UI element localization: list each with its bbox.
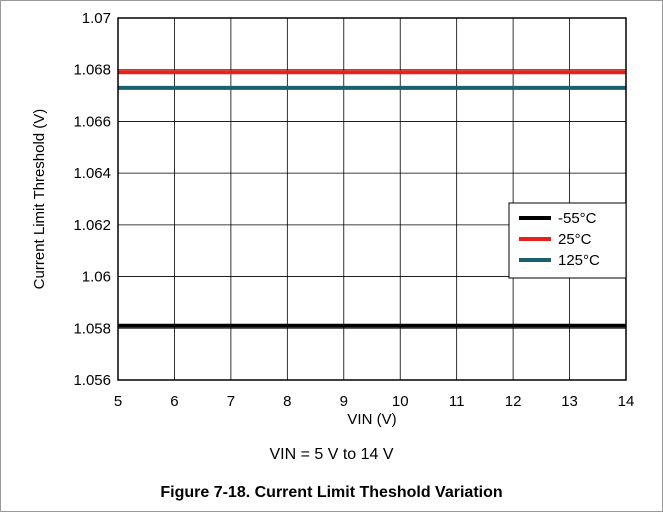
y-axis-label: Current Limit Threshold (V) (31, 109, 48, 290)
y-tick-label: 1.068 (73, 62, 111, 79)
x-tick-label: 13 (561, 393, 578, 410)
y-tick-label: 1.066 (73, 113, 111, 130)
x-tick-label: 9 (340, 393, 348, 410)
y-tick-label: 1.064 (73, 165, 111, 182)
plot-area-border (117, 17, 627, 381)
x-tick-label: 7 (227, 393, 235, 410)
x-tick-label: 12 (505, 393, 522, 410)
y-tick-label: 1.056 (73, 372, 111, 389)
line-chart: 5 6 7 8 9 10 11 12 13 14 1.056 1.058 1.06 1.062 1.064… (31, 10, 635, 428)
x-tick-label: 10 (392, 393, 409, 410)
legend: -55°C 25°C 125°C (508, 202, 627, 279)
legend-label-1: 25°C (558, 231, 592, 248)
y-tick-label: 1.06 (82, 269, 111, 286)
x-tick-label: 6 (170, 393, 178, 410)
figure-caption: Figure 7-18. Current Limit Theshold Vari… (160, 484, 503, 501)
x-tick-labels: 5 6 7 8 9 10 11 12 13 14 (114, 393, 635, 410)
x-tick-label: 8 (283, 393, 291, 410)
y-tick-label: 1.07 (82, 10, 111, 27)
x-axis-label: VIN (V) (347, 411, 396, 428)
y-tick-label: 1.062 (73, 217, 111, 234)
y-tick-label: 1.058 (73, 320, 111, 337)
test-condition: VIN = 5 V to 14 V (269, 446, 394, 463)
series-layer (118, 70, 626, 328)
x-tick-label: 11 (449, 393, 465, 410)
y-tick-labels: 1.056 1.058 1.06 1.062 1.064 1.066 1.068 1.07 (73, 10, 111, 389)
legend-label-2: 125°C (558, 252, 600, 269)
x-tick-label: 14 (618, 393, 635, 410)
x-tick-label: 5 (114, 393, 122, 410)
legend-label-0: -55°C (558, 210, 597, 227)
